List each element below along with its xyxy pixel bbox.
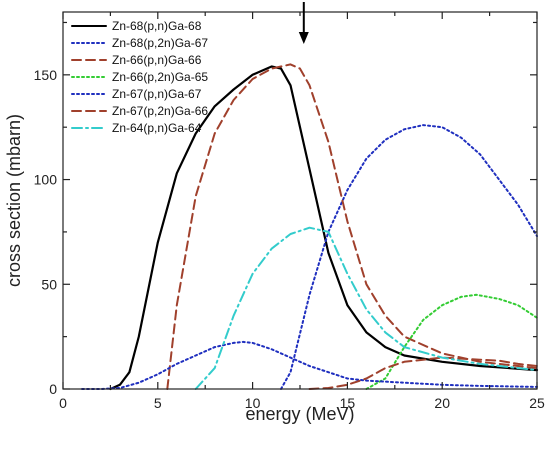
y-tick-label: 100: [34, 172, 58, 188]
legend-label-4: Zn-66(p,2n)Ga-65: [112, 70, 208, 84]
legend-label-6: Zn-67(p,2n)Ga-66: [112, 104, 208, 118]
legend-label-2: Zn-68(p,2n)Ga-67: [112, 36, 208, 50]
y-tick-label: 150: [34, 67, 58, 83]
legend-label-3: Zn-66(p,n)Ga-66: [112, 53, 202, 67]
x-tick-label: 25: [529, 395, 545, 411]
series-line-3: [166, 63, 538, 390]
x-tick-label: 15: [340, 395, 356, 411]
series-line-7: [194, 226, 538, 390]
arrow-head: [298, 32, 309, 44]
series-line-2: [280, 124, 538, 390]
legend-label-7: Zn-64(p,n)Ga-64: [112, 121, 202, 135]
x-tick-label: 0: [59, 395, 67, 411]
x-axis-title: energy (MeV): [245, 404, 354, 424]
x-tick-label: 5: [154, 395, 162, 411]
x-tick-label: 10: [245, 395, 261, 411]
y-tick-label: 0: [49, 381, 57, 397]
ticks-layer: 0 5 10 15 20 25 0 50 100 150: [34, 12, 545, 411]
x-tick-label: 20: [434, 395, 450, 411]
annotation-layer: [298, 2, 309, 44]
legend: Zn-68(p,n)Ga-68 Zn-68(p,2n)Ga-67 Zn-66(p,n…: [71, 19, 208, 135]
series-line-4: [365, 293, 538, 390]
y-axis-title: cross section (mbarn): [4, 114, 24, 287]
legend-label-1: Zn-68(p,n)Ga-68: [112, 19, 202, 33]
legend-label-5: Zn-67(p,n)Ga-67: [112, 87, 202, 101]
y-tick-label: 50: [41, 276, 57, 292]
series-layer: [81, 63, 539, 391]
series-line-6: [308, 356, 538, 390]
series-line-5: [81, 340, 538, 390]
